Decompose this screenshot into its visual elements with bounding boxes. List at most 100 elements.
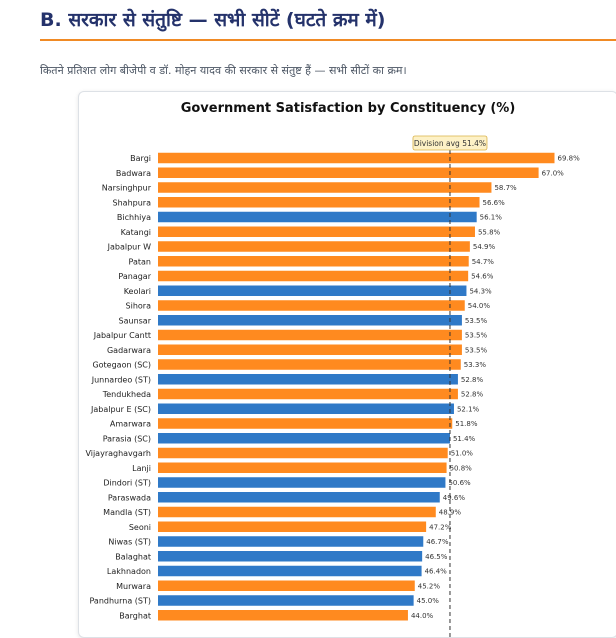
bar <box>158 167 539 178</box>
category-label: Bargi <box>130 154 151 163</box>
category-label: Jabalpur W <box>107 243 151 252</box>
bar <box>158 226 475 237</box>
category-label: Bichhiya <box>117 213 151 222</box>
category-label: Balaghat <box>115 552 151 561</box>
category-label: Jabalpur Cantt <box>93 331 151 340</box>
category-label: Shahpura <box>113 198 152 207</box>
bar <box>158 580 415 591</box>
value-label: 53.5% <box>465 346 488 354</box>
value-label: 54.9% <box>473 243 496 251</box>
bar <box>158 270 469 282</box>
bar <box>158 197 480 208</box>
category-label: Pandhurna (ST) <box>89 597 151 606</box>
value-label: 46.4% <box>425 568 448 576</box>
value-label: 69.8% <box>558 155 581 163</box>
category-label: Tendukheda <box>102 390 151 399</box>
bar <box>158 300 465 311</box>
bar <box>158 285 467 296</box>
value-label: 53.5% <box>465 332 488 340</box>
category-label: Katangi <box>121 228 151 237</box>
value-label: 51.0% <box>451 450 474 458</box>
category-label: Parasia (SC) <box>103 434 151 443</box>
category-label: Seoni <box>129 523 151 532</box>
bar <box>158 492 440 503</box>
value-label: 44.0% <box>411 612 434 620</box>
category-label: Lanji <box>132 464 151 473</box>
bar <box>158 241 470 252</box>
bar <box>158 565 422 577</box>
bar <box>158 152 555 164</box>
value-label: 46.5% <box>425 553 448 561</box>
bar <box>158 256 469 267</box>
category-label: Gadarwara <box>107 346 151 355</box>
value-label: 51.4% <box>453 435 476 443</box>
value-label: 46.7% <box>426 538 449 546</box>
bar <box>158 418 453 429</box>
category-label: Gotegaon (SC) <box>92 361 151 370</box>
value-label: 50.6% <box>448 479 471 487</box>
value-label: 45.0% <box>417 597 440 605</box>
value-label: 54.7% <box>472 258 495 266</box>
bar <box>158 211 477 223</box>
value-label: 54.3% <box>469 287 492 295</box>
category-label: Patan <box>129 257 151 266</box>
category-label: Vijayraghavgarh <box>85 449 151 458</box>
chart-card: Government Satisfaction by Constituency … <box>78 91 616 638</box>
bar-chart: Bargi 69.8% Badwara 67.0% Narsinghpur 58.7% Sh… <box>85 135 581 637</box>
bar <box>158 506 436 518</box>
value-label: 51.8% <box>455 420 478 428</box>
value-label: 54.6% <box>471 273 494 281</box>
category-label: Junnardeo (ST) <box>91 375 151 384</box>
bar <box>158 403 454 414</box>
category-label: Narsinghpur <box>102 184 152 193</box>
category-label: Panagar <box>118 272 151 281</box>
bar <box>158 359 461 370</box>
bar <box>158 182 492 193</box>
bar <box>158 462 447 473</box>
bar <box>158 388 458 400</box>
category-label: Jabalpur E (SC) <box>90 405 151 414</box>
value-label: 53.5% <box>465 317 488 325</box>
bar <box>158 315 462 326</box>
bar <box>158 610 408 621</box>
chart-title: Government Satisfaction by Constituency … <box>180 101 516 116</box>
category-label: Barghat <box>119 611 151 620</box>
bar <box>158 433 450 444</box>
average-label: Division avg 51.4% <box>414 139 486 148</box>
category-label: Mandla (ST) <box>103 508 151 517</box>
value-label: 50.8% <box>450 464 473 472</box>
value-label: 58.7% <box>494 184 517 192</box>
value-label: 45.2% <box>418 582 441 590</box>
bar <box>158 447 448 459</box>
value-label: 55.8% <box>478 228 501 236</box>
category-label: Dindori (ST) <box>103 479 151 488</box>
value-label: 53.3% <box>464 361 487 369</box>
category-label: Badwara <box>116 169 151 178</box>
section-heading: B. सरकार से संतुष्टि — सभी सीटें (घटते क… <box>40 9 386 31</box>
category-label: Keolari <box>124 287 151 296</box>
bar <box>158 521 427 532</box>
value-label: 52.8% <box>461 391 484 399</box>
category-label: Amarwara <box>110 420 151 429</box>
value-label: 67.0% <box>542 169 565 177</box>
bar <box>158 374 458 385</box>
bar <box>158 595 414 606</box>
bar <box>158 551 423 562</box>
average-label-box <box>412 135 488 151</box>
category-label: Murwara <box>116 582 151 591</box>
category-label: Saunsar <box>119 316 152 325</box>
section-subtitle: कितने प्रतिशत लोग बीजेपी व डॉ. मोहन यादव… <box>40 64 407 77</box>
bar <box>158 536 424 547</box>
category-label: Paraswada <box>108 493 151 502</box>
category-label: Lakhnadon <box>107 567 151 576</box>
value-label: 56.6% <box>483 199 506 207</box>
value-label: 52.8% <box>461 376 484 384</box>
value-label: 49.6% <box>443 494 466 502</box>
bar <box>158 329 462 341</box>
bar <box>158 344 462 355</box>
bar <box>158 477 446 488</box>
value-label: 54.0% <box>468 302 491 310</box>
value-label: 47.2% <box>429 523 452 531</box>
category-label: Sihora <box>126 302 152 311</box>
value-label: 48.9% <box>439 509 462 517</box>
